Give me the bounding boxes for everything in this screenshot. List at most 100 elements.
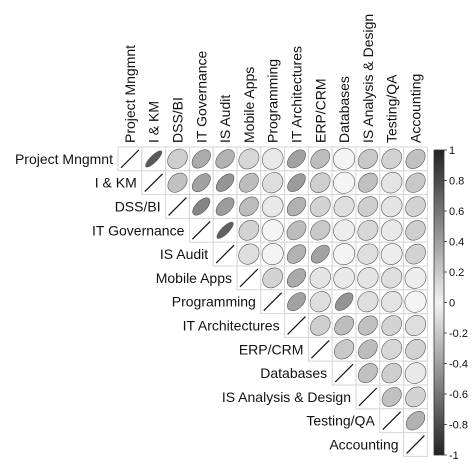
correlation-ellipse (334, 339, 355, 360)
diagonal-slash (358, 387, 378, 407)
colorbar-tick-label: 0.4 (449, 237, 464, 249)
column-label: Databases (336, 76, 352, 143)
correlation-ellipse (309, 267, 331, 289)
correlation-ellipse (145, 150, 163, 168)
correlation-ellipse (310, 220, 331, 241)
correlation-ellipse (404, 290, 427, 313)
column-labels: Project Mngmnt I & KM DSS/BI IT Governance I… (122, 14, 424, 143)
correlation-ellipse (405, 243, 426, 265)
colorbar-scale (433, 149, 445, 456)
column-label: Programming (265, 59, 281, 143)
row-label: IS Analysis & Design (222, 389, 351, 405)
diagonal-slash (263, 292, 283, 312)
correlation-ellipse (261, 219, 284, 242)
correlation-ellipse (309, 291, 331, 313)
correlation-ellipse (310, 149, 331, 169)
column-label: Testing/QA (384, 74, 400, 143)
correlation-ellipse (286, 244, 307, 264)
correlation-ellipse (167, 148, 188, 170)
diagonal-slash (406, 435, 425, 454)
diagonal-slash (239, 268, 259, 288)
colorbar-tick-label: -1 (449, 450, 459, 462)
colorbar-tick-label: 0.8 (449, 176, 464, 188)
column-label: ERP/CRM (312, 78, 328, 143)
correlation-ellipse (191, 173, 211, 193)
correlation-ellipse (405, 411, 426, 431)
column-label: DSS/BI (170, 97, 186, 143)
diagonal-slash (191, 220, 211, 240)
column-label: Mobile Apps (241, 67, 257, 143)
correlation-ellipse (261, 243, 284, 266)
row-label: Testing/QA (306, 413, 375, 429)
correlation-ellipse (333, 243, 356, 266)
correlation-ellipse (310, 196, 331, 217)
row-label: Accounting (329, 437, 398, 453)
correlation-ellipse (333, 195, 355, 218)
column-label: I & KM (146, 101, 162, 143)
correlation-ellipse (215, 173, 235, 192)
colorbar-tick-label: -0.4 (449, 359, 468, 371)
correlation-ellipse (215, 197, 235, 216)
correlation-ellipse (215, 149, 235, 169)
correlation-ellipse (286, 220, 307, 241)
correlation-ellipse (333, 171, 356, 194)
diagonal-slash (144, 173, 164, 193)
correlation-ellipse (310, 172, 331, 193)
correlation-ellipse (405, 339, 426, 360)
correlation-ellipse (381, 362, 402, 384)
correlation-ellipse (357, 148, 378, 169)
row-label: Databases (260, 365, 327, 381)
colorbar: 1 0.8 0.6 0.4 0.2 0 -0.2 -0.4 -0.6 -0.8 -1 (433, 145, 468, 462)
correlation-ellipse (381, 291, 403, 313)
correlation-ellipse (333, 267, 355, 289)
colorbar-tick-label: -0.6 (449, 389, 468, 401)
correlation-ellipse (286, 268, 307, 288)
correlation-ellipse (333, 219, 355, 242)
correlation-ellipse (192, 197, 211, 216)
correlation-ellipse (310, 244, 330, 264)
diagonal-slash (215, 244, 235, 264)
correlation-ellipse (381, 172, 403, 194)
correlation-ellipse (381, 267, 403, 289)
column-label: IT Governance (193, 50, 209, 143)
colorbar-tick-label: -0.2 (449, 328, 468, 340)
colorbar-tick-label: 0.6 (449, 206, 464, 218)
colorbar-tick-label: 0 (449, 298, 455, 310)
correlation-ellipse (334, 292, 354, 311)
correlation-ellipse (287, 149, 306, 169)
diagonal-slash (310, 339, 330, 359)
correlation-ellipse (357, 363, 378, 384)
row-label: Mobile Apps (156, 270, 232, 286)
row-labels: Project Mngmnt I & KM DSS/BI IT Governance I… (15, 151, 399, 453)
row-label: Programming (172, 294, 256, 310)
correlation-ellipse (357, 267, 379, 289)
correlation-ellipse (405, 196, 426, 217)
row-label: IS Audit (160, 246, 208, 262)
correlation-ellipse (357, 243, 379, 265)
correlation-ellipse (239, 196, 259, 217)
row-label: DSS/BI (115, 199, 161, 215)
correlation-ellipse (381, 148, 402, 170)
row-label: Project Mngmnt (15, 151, 113, 167)
diagonal-slash (120, 149, 140, 169)
correlation-ellipse (287, 292, 306, 312)
correlation-ellipse (358, 339, 378, 360)
correlation-ellipse (238, 148, 260, 170)
correlation-ellipse (216, 221, 234, 239)
correlation-ellipse (238, 243, 260, 265)
correlation-ellipse (380, 243, 403, 265)
diagonal-slash (287, 316, 306, 335)
correlation-ellipse (238, 220, 260, 241)
correlation-ellipse (357, 291, 379, 313)
colorbar-tick-label: -0.8 (449, 420, 468, 432)
matrix-cells (117, 146, 428, 457)
correlation-ellipse (261, 195, 284, 218)
correlation-ellipse (286, 196, 307, 217)
row-label: IT Architectures (183, 318, 280, 334)
correlation-ellipse (357, 315, 378, 336)
column-label: Project Mngmnt (122, 45, 138, 143)
diagonal-slash (334, 363, 354, 383)
correlation-ellipse (404, 314, 427, 337)
correlation-ellipse (334, 315, 354, 336)
